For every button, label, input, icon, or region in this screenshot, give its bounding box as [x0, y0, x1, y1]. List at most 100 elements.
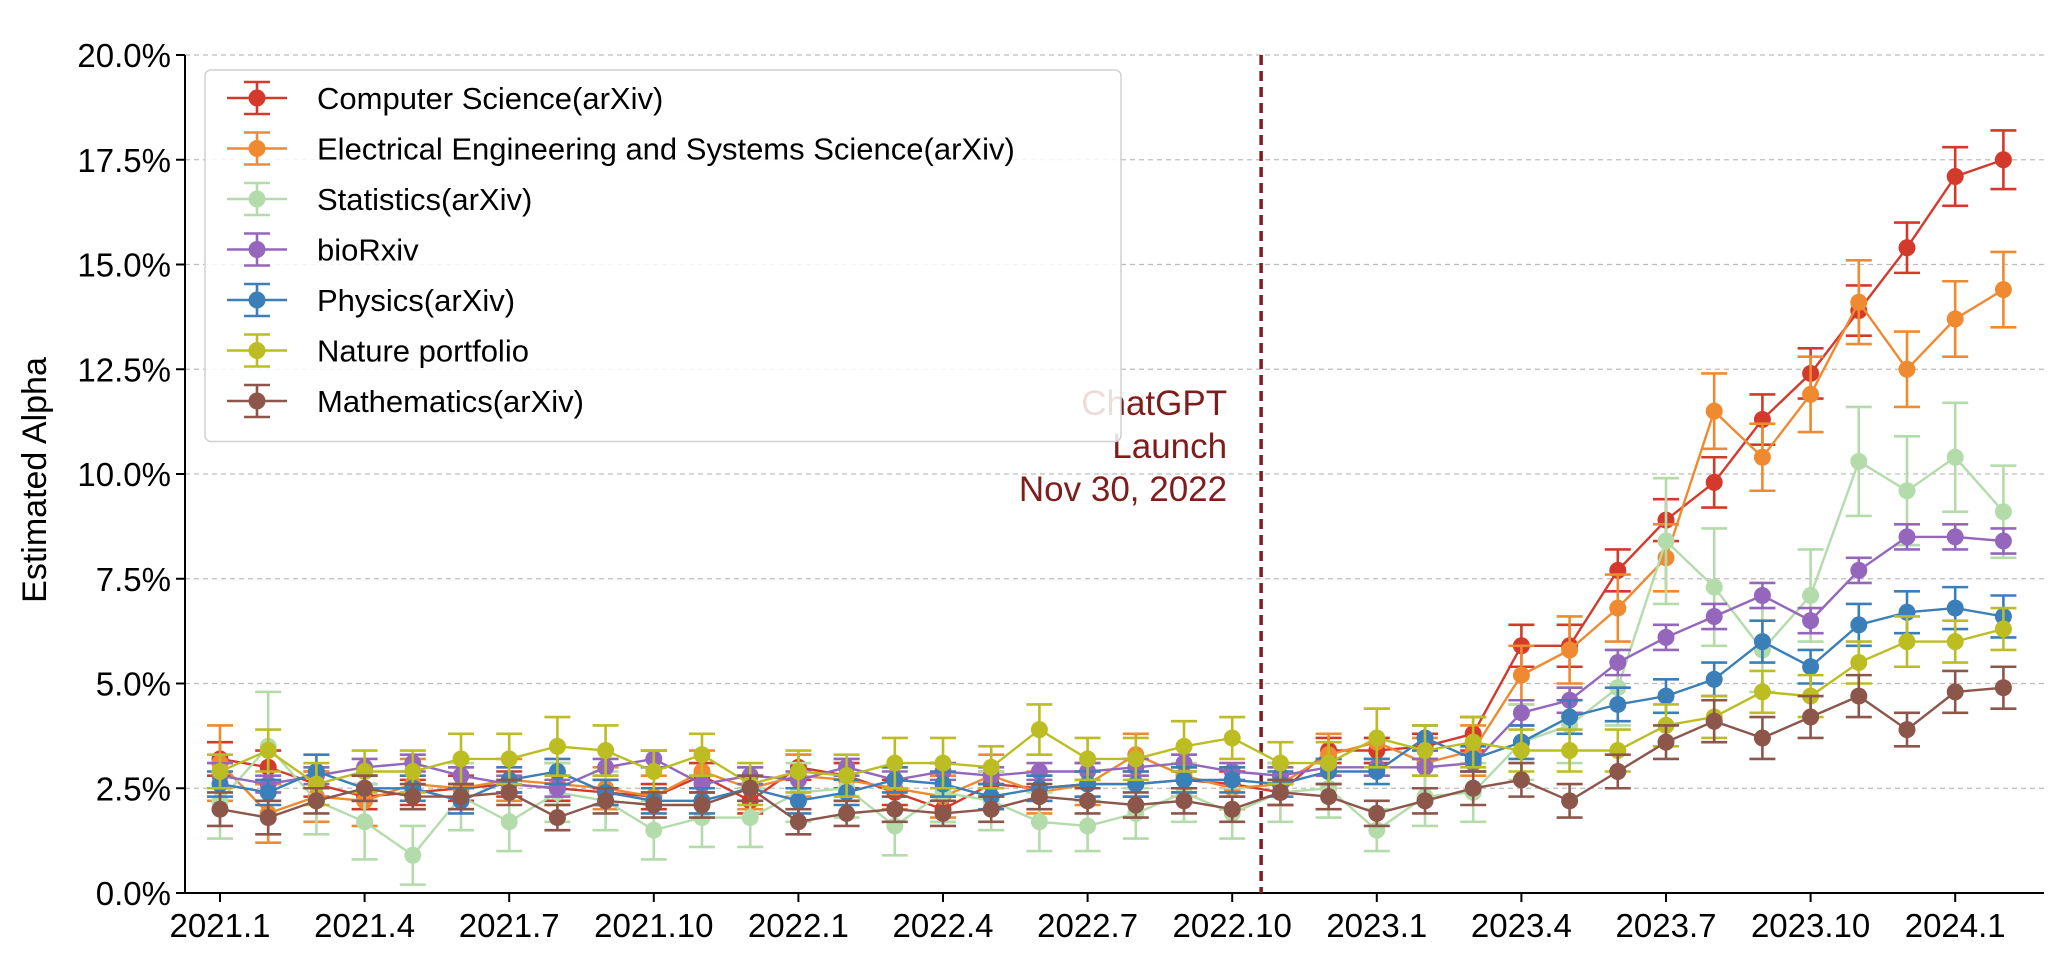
y-tick-label: 2.5%: [96, 770, 171, 807]
x-tick-label: 2022.1: [748, 907, 849, 944]
series-group: [207, 129, 2017, 886]
legend-label: Computer Science(arXiv): [317, 81, 663, 116]
data-point: [789, 792, 807, 810]
data-point: [1994, 281, 2012, 299]
data-point: [1657, 628, 1675, 646]
data-point: [693, 796, 711, 814]
data-point: [1561, 792, 1579, 810]
x-tick-label: 2023.1: [1326, 907, 1427, 944]
data-point: [1994, 151, 2012, 169]
legend-label: Mathematics(arXiv): [317, 384, 584, 419]
data-point: [789, 762, 807, 780]
data-point: [1079, 750, 1097, 768]
x-tick-label: 2023.10: [1751, 907, 1870, 944]
data-point: [1753, 587, 1771, 605]
x-tick-label: 2021.10: [594, 907, 713, 944]
legend-label: Nature portfolio: [317, 334, 529, 369]
y-tick-label: 17.5%: [77, 142, 171, 179]
data-point: [548, 737, 566, 755]
legend-marker: [248, 291, 266, 309]
x-tick-label: 2021.4: [314, 907, 415, 944]
data-point: [1946, 310, 1964, 328]
data-point: [1127, 796, 1145, 814]
data-point: [452, 750, 470, 768]
data-point: [1368, 729, 1386, 747]
data-point: [982, 800, 1000, 818]
x-tick-label: 2023.7: [1616, 907, 1717, 944]
data-point: [1416, 742, 1434, 760]
data-point: [1223, 771, 1241, 789]
series-6: [207, 665, 2017, 836]
legend-marker: [248, 241, 266, 258]
launch-annotation-text: Nov 30, 2022: [1019, 470, 1227, 509]
launch-annotation-text: Launch: [1112, 427, 1227, 466]
data-point: [1464, 733, 1482, 751]
data-point: [1175, 792, 1193, 810]
legend: Computer Science(arXiv) Electrical Engine…: [204, 69, 1122, 443]
data-point: [741, 779, 759, 797]
data-point: [1850, 687, 1868, 705]
data-point: [886, 754, 904, 772]
data-point: [1994, 503, 2012, 521]
data-point: [1753, 633, 1771, 651]
data-point: [404, 846, 422, 864]
data-point: [1994, 679, 2012, 697]
data-point: [1898, 721, 1916, 739]
data-point: [259, 809, 277, 827]
data-point: [1802, 612, 1820, 630]
data-point: [934, 754, 952, 772]
data-point: [1512, 704, 1530, 722]
data-point: [1561, 742, 1579, 760]
data-point: [1561, 708, 1579, 726]
data-point: [1850, 452, 1868, 470]
data-point: [1946, 633, 1964, 651]
x-tick-label: 2021.1: [170, 907, 271, 944]
legend-item: Physics(arXiv): [227, 282, 515, 318]
series-line: [219, 455, 2005, 857]
legend-item: Nature portfolio: [227, 333, 529, 369]
legend-item: Statistics(arXiv): [227, 181, 532, 217]
data-point: [1561, 641, 1579, 659]
data-point: [1175, 737, 1193, 755]
data-point: [1850, 654, 1868, 672]
data-point: [1994, 532, 2012, 550]
data-point: [259, 783, 277, 801]
legend-item: bioRxiv: [227, 232, 419, 268]
legend-marker: [248, 342, 266, 359]
data-point: [1416, 792, 1434, 810]
data-point: [1946, 599, 1964, 617]
y-tick-label: 12.5%: [77, 351, 171, 388]
data-point: [1030, 721, 1048, 739]
data-point: [500, 783, 518, 801]
data-point: [1320, 754, 1338, 772]
data-point: [211, 800, 229, 818]
y-tick-label: 7.5%: [96, 561, 171, 598]
data-point: [356, 813, 374, 831]
data-point: [211, 762, 229, 780]
data-point: [1609, 762, 1627, 780]
legend-label: Physics(arXiv): [317, 283, 515, 318]
legend-marker: [248, 89, 266, 107]
data-point: [500, 750, 518, 768]
data-point: [1946, 168, 1964, 186]
data-point: [1705, 578, 1723, 596]
data-point: [1657, 687, 1675, 705]
y-tick-label: 5.0%: [96, 666, 171, 703]
legend-label: Statistics(arXiv): [317, 182, 532, 217]
data-point: [1127, 750, 1145, 768]
data-point: [307, 792, 325, 810]
data-point: [693, 746, 711, 764]
data-point: [1898, 360, 1916, 378]
data-point: [1898, 239, 1916, 257]
data-point: [886, 800, 904, 818]
data-point: [1609, 599, 1627, 617]
data-point: [1802, 658, 1820, 676]
data-point: [934, 804, 952, 822]
data-point: [645, 821, 663, 839]
data-point: [1320, 788, 1338, 806]
data-point: [1464, 779, 1482, 797]
data-point: [1802, 587, 1820, 605]
legend-label: Electrical Engineering and Systems Scien…: [317, 132, 1015, 167]
